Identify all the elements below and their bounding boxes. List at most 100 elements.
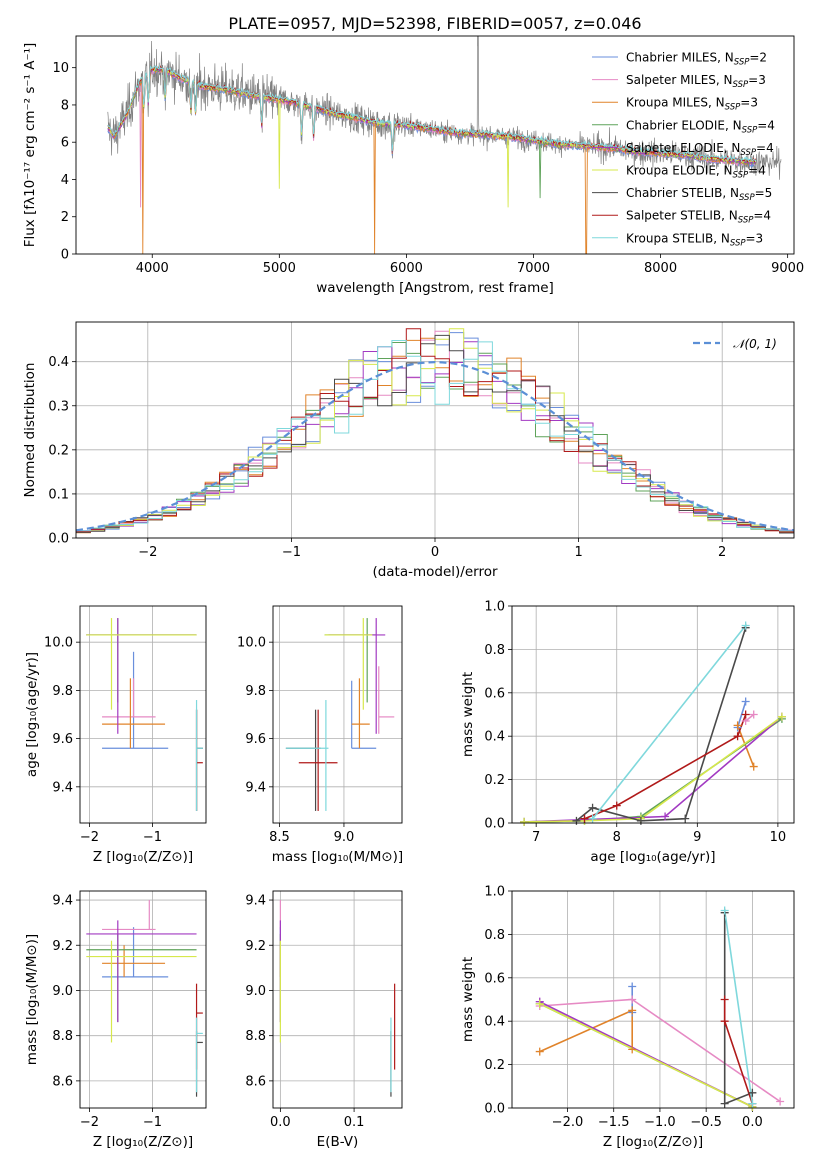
mw_vs_Z-xtick-label: −1.0 bbox=[644, 1115, 676, 1130]
mw-marker-kroupa_miles bbox=[628, 1045, 637, 1054]
legend-label-salpeter_stelib: Salpeter STELIB, NSSP=4 bbox=[626, 209, 771, 226]
age_vs_Z-xlabel: Z [log₁₀(Z/Z⊙)] bbox=[93, 849, 193, 865]
spectrum-ylabel: Flux [fλ10⁻¹⁷ erg cm⁻² s⁻¹ A⁻¹] bbox=[22, 43, 38, 248]
mass_vs_Z-ytick-label: 9.4 bbox=[52, 894, 73, 909]
mw-marker-chabrier_stelib bbox=[636, 816, 645, 825]
mass_vs_ebv-xtick-label: 0.0 bbox=[270, 1115, 291, 1130]
age_vs_Z-panel: −2 −1 9.4 9.6 9.8 10.0 Z [log₁₀(Z/Z⊙)] age [log… bbox=[24, 605, 207, 865]
mass_vs_Z-xtick-label: −2 bbox=[80, 1115, 99, 1130]
mass_vs_Z-plot-area bbox=[86, 900, 203, 1097]
mw_vs_age-panel: 7 8 9 10 0.0 0.2 0.4 0.6 0.8 1.0 age [log₁₀(age/yr… bbox=[460, 600, 795, 865]
mass_vs_Z-xlabel: Z [log₁₀(Z/Z⊙)] bbox=[93, 1134, 193, 1150]
mw-marker-chabrier_stelib bbox=[720, 1099, 729, 1108]
mw-marker-salpeter_stelib bbox=[741, 710, 750, 719]
mw-marker-chabrier_stelib bbox=[681, 814, 690, 823]
mw_vs_Z-ytick-label: 0.8 bbox=[484, 928, 505, 943]
age_vs_mass-xtick-label: 8.5 bbox=[269, 830, 290, 845]
mw_vs_age-xlabel: age [log₁₀(age/yr)] bbox=[590, 849, 715, 865]
spectrum-plot-area bbox=[107, 36, 782, 254]
spectrum-xtick-label: 6000 bbox=[390, 261, 423, 276]
mass_vs_Z-ytick-label: 8.8 bbox=[52, 1029, 73, 1044]
mass_vs_ebv-xlabel: E(B-V) bbox=[317, 1134, 359, 1150]
mw-marker-salpeter_miles bbox=[776, 1097, 785, 1106]
residuals-ytick-label: 0.0 bbox=[48, 532, 69, 547]
mass_vs_Z-ytick-label: 9.0 bbox=[52, 984, 73, 999]
legend-label-chabrier_stelib: Chabrier STELIB, NSSP=5 bbox=[626, 186, 772, 203]
mw_vs_Z-ytick-label: 0.2 bbox=[484, 1058, 505, 1073]
residuals-ytick-label: 0.4 bbox=[48, 355, 69, 370]
mw-marker-kroupa_stelib bbox=[748, 1099, 757, 1108]
age_vs_Z-ytick-label: 10.0 bbox=[44, 636, 73, 651]
mw_vs_Z-ytick-label: 0.4 bbox=[484, 1015, 505, 1030]
age_vs_mass-ytick-label: 9.8 bbox=[245, 684, 266, 699]
mw_vs_age-ytick-label: 0.8 bbox=[484, 643, 505, 658]
age_vs_Z-ytick-label: 9.4 bbox=[52, 780, 73, 795]
mass_vs_ebv-plot-area bbox=[279, 900, 396, 1097]
age_vs_mass-xtick-label: 9.0 bbox=[334, 830, 355, 845]
mw-marker-kroupa_miles bbox=[749, 762, 758, 771]
legend-label-kroupa_elodie: Kroupa ELODIE, NSSP=4 bbox=[626, 164, 766, 181]
residuals-panel: −2 −1 0 1 2 0.0 0.1 0.2 0.3 0.4 (data-model)/error… bbox=[22, 321, 795, 580]
mass_vs_ebv-ytick-label: 9.2 bbox=[245, 939, 266, 954]
mw-line-salpeter_elodie bbox=[524, 716, 783, 823]
spectrum-panel: 4000 5000 6000 7000 8000 9000 0 2 4 6 8 10 wavelengt… bbox=[22, 14, 804, 296]
residuals-ytick-label: 0.3 bbox=[48, 399, 69, 414]
mw_vs_age-xtick-label: 8 bbox=[613, 830, 621, 845]
residuals-ytick-label: 0.2 bbox=[48, 443, 69, 458]
mw_vs_age-ytick-label: 0.4 bbox=[484, 730, 505, 745]
spectrum-xlabel: wavelength [Angstrom, rest frame] bbox=[316, 280, 554, 296]
mw-marker-kroupa_stelib bbox=[588, 814, 597, 823]
mw-line-kroupa_stelib bbox=[591, 625, 747, 820]
spectrum-ytick-label: 6 bbox=[61, 136, 69, 151]
age_vs_Z-frame bbox=[79, 605, 207, 824]
mass_vs_ebv-ytick-label: 9.0 bbox=[245, 984, 266, 999]
mw_vs_age-frame bbox=[511, 605, 795, 824]
residuals-ytick-label: 0.1 bbox=[48, 487, 69, 502]
spectrum-xtick-label: 8000 bbox=[644, 261, 677, 276]
age_vs_Z-grid bbox=[80, 606, 206, 823]
mw_vs_Z-ytick-label: 0.6 bbox=[484, 971, 505, 986]
mw-line-kroupa_stelib bbox=[723, 910, 754, 1104]
spectrum-ytick-label: 2 bbox=[61, 210, 69, 225]
residuals-ylabel: Normed distribution bbox=[22, 363, 38, 498]
age_vs_Z-xtick-label: −2 bbox=[80, 830, 99, 845]
mw_vs_Z-xtick-label: −0.5 bbox=[690, 1115, 722, 1130]
mw-marker-kroupa_miles bbox=[535, 1047, 544, 1056]
spectrum-frame bbox=[75, 35, 795, 255]
mw_vs_Z-xtick-label: 0.0 bbox=[742, 1115, 763, 1130]
residuals-xlabel: (data-model)/error bbox=[372, 564, 498, 580]
mw-marker-chabrier_stelib bbox=[588, 803, 597, 812]
mass_vs_ebv-grid bbox=[273, 891, 402, 1108]
age_vs_Z-xtick-label: −1 bbox=[143, 830, 162, 845]
mw_vs_age-xtick-label: 10 bbox=[770, 830, 787, 845]
spectrum-xtick-label: 9000 bbox=[771, 261, 804, 276]
mass_vs_ebv-frame bbox=[272, 890, 403, 1109]
residuals-xtick-label: −1 bbox=[282, 545, 301, 560]
mw_vs_age-ytick-label: 0.6 bbox=[484, 686, 505, 701]
mw-line-salpeter_miles bbox=[745, 713, 755, 722]
age_vs_mass-plot-area bbox=[285, 618, 395, 811]
mw-marker-kroupa_stelib bbox=[741, 621, 750, 630]
mass_vs_Z-xtick-label: −1 bbox=[143, 1115, 162, 1130]
mw_vs_age-ylabel: mass weight bbox=[460, 672, 476, 757]
residuals-xtick-label: 2 bbox=[718, 545, 726, 560]
mw-marker-salpeter_stelib bbox=[612, 801, 621, 810]
mw-marker-salpeter_elodie bbox=[661, 812, 670, 821]
spectrum-xtick-label: 7000 bbox=[517, 261, 550, 276]
mass_vs_ebv-panel: 0.0 0.1 8.6 8.8 9.0 9.2 9.4 E(B-V) bbox=[245, 890, 403, 1150]
mass_vs_ebv-ytick-label: 8.8 bbox=[245, 1029, 266, 1044]
age_vs_Z-ylabel: age [log₁₀(age/yr)] bbox=[24, 652, 40, 777]
spectrum-legend: Chabrier MILES, NSSP=2 Salpeter MILES, NS… bbox=[592, 51, 775, 248]
age_vs_mass-xlabel: mass [log₁₀(M/M⊙)] bbox=[272, 849, 403, 865]
mw-marker-chabrier_stelib bbox=[748, 1088, 757, 1097]
hist-kroupa_stelib bbox=[76, 340, 794, 532]
mw_vs_age-xtick-label: 9 bbox=[693, 830, 701, 845]
age_vs_Z-ytick-label: 9.8 bbox=[52, 684, 73, 699]
spectrum-ytick-label: 4 bbox=[61, 173, 69, 188]
mass_vs_ebv-ytick-label: 9.4 bbox=[245, 894, 266, 909]
mass_vs_Z-ytick-label: 9.2 bbox=[52, 939, 73, 954]
mw-line-salpeter_stelib bbox=[723, 999, 754, 1104]
mass_vs_Z-ylabel: mass [log₁₀(M/M⊙)] bbox=[24, 934, 40, 1065]
mw-line-chabrier_elodie bbox=[524, 718, 783, 823]
